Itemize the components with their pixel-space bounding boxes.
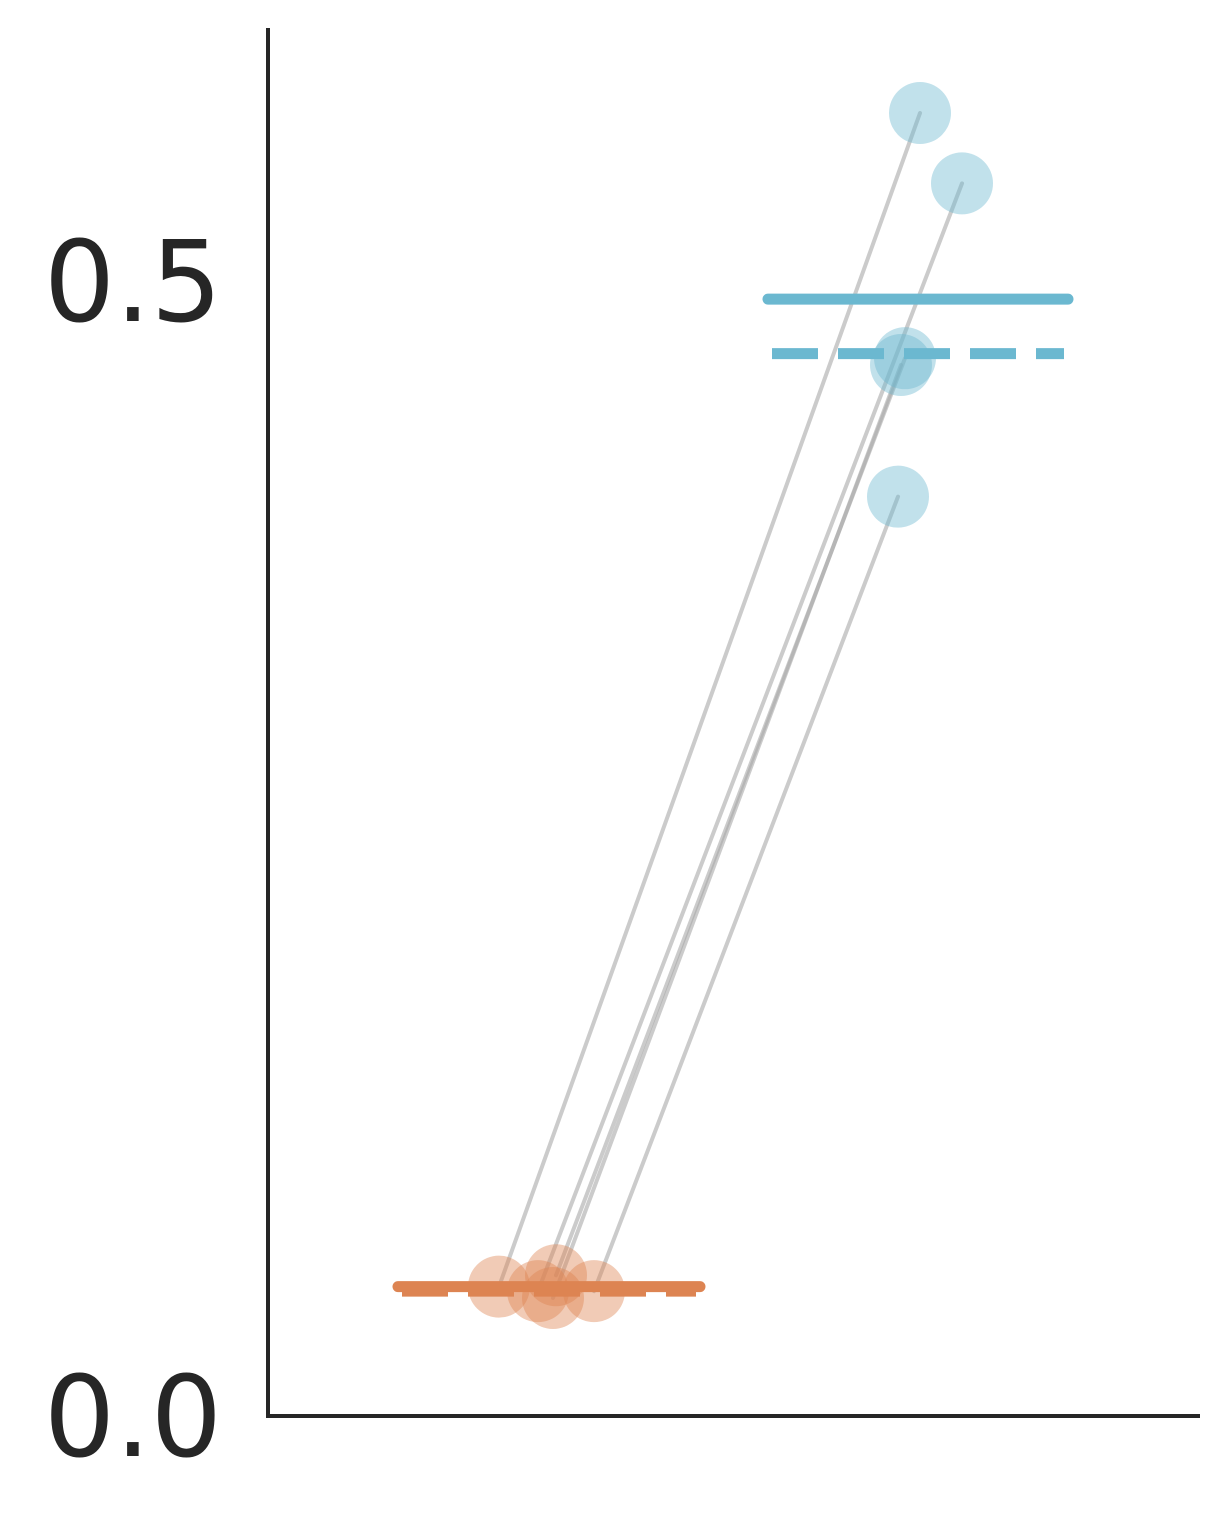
pair-line: [536, 181, 964, 1294]
data-point: [931, 152, 993, 215]
y-tick-label: 0.5: [44, 218, 222, 348]
data-point: [889, 82, 951, 145]
data-point: [867, 465, 929, 528]
pair-line: [551, 362, 903, 1300]
pair-line: [497, 111, 922, 1289]
y-tick-labels: 0.0 0.5: [44, 218, 222, 1483]
summary-lines: [392, 293, 1074, 1297]
pair-line: [592, 494, 900, 1294]
y-tick-label: 0.0: [44, 1353, 222, 1483]
pair-lines: [497, 111, 964, 1300]
data-points: [468, 82, 993, 1329]
data-point: [870, 333, 932, 396]
